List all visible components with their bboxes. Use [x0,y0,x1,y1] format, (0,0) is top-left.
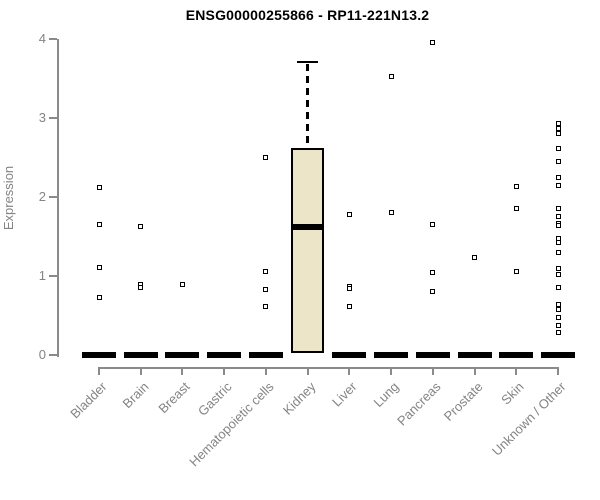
outlier-point [472,254,478,260]
outlier-point [555,121,561,127]
y-tick-label: 0 [38,347,46,362]
outlier-point [388,74,394,80]
x-axis-tick [181,368,184,375]
outlier-point [555,314,561,320]
y-axis-line [57,39,59,357]
y-axis-tick [49,354,57,356]
outlier-point [555,329,561,335]
x-axis-tick [264,368,267,375]
outlier-point [555,271,561,277]
median-bar [415,352,450,358]
x-axis-tick [515,368,518,375]
median-bar [374,352,409,358]
outlier-point [179,282,185,288]
outlier-point [263,155,269,160]
outlier-point [555,130,561,136]
outlier-point [263,286,269,292]
median-bar [165,352,200,358]
x-axis-tick [306,368,309,375]
x-axis-tick [557,368,559,375]
outlier-point [430,222,436,228]
outlier-point [263,304,269,310]
outlier-point [96,185,102,191]
outlier-point [513,205,519,211]
outlier-point [346,286,352,292]
outlier-point [513,268,519,274]
outlier-point [555,206,561,212]
outlier-point [555,158,561,164]
whisker-line [306,63,310,149]
y-tick-label: 4 [38,31,46,46]
outlier-point [96,264,102,270]
outlier-point [555,239,561,245]
outlier-point [555,125,561,131]
outlier-point [430,40,436,46]
median-bar [82,352,116,358]
median-bar [123,352,158,358]
outlier-point [513,184,519,190]
median-bar [207,352,242,358]
outlier-point [555,183,561,189]
median-bar [541,352,575,358]
y-axis-tick [49,117,57,119]
outlier-point [555,323,561,329]
outlier-point [430,288,436,294]
median-bar [457,352,492,358]
outlier-point [138,284,144,290]
box [291,148,325,353]
outlier-point [555,214,561,220]
y-tick-label: 1 [38,268,46,283]
outlier-point [555,174,561,180]
outlier-point [555,249,561,255]
median-bar [248,352,283,358]
outlier-point [555,285,561,291]
y-axis-tick [49,196,57,198]
y-tick-label: 3 [38,110,46,125]
outlier-point [96,222,102,228]
x-axis-tick [223,368,226,375]
median-bar [332,352,367,358]
outlier-point [555,266,561,272]
outlier-point [138,223,144,229]
whisker-cap [297,60,319,64]
x-axis-line [98,367,559,369]
y-axis-tick [49,38,57,40]
outlier-point [346,303,352,309]
outlier-point [263,268,269,274]
y-axis-tick [49,275,57,277]
outlier-point [388,210,394,216]
median-line [291,224,325,231]
chart-title: ENSG00000255866 - RP11-221N13.2 [185,7,430,23]
median-bar [499,352,534,358]
outlier-point [430,269,436,275]
outlier-point [346,211,352,217]
y-tick-label: 2 [38,189,46,204]
x-axis-tick [473,368,476,375]
x-axis-tick [431,368,434,375]
outlier-point [555,301,561,307]
outlier-point [555,222,561,228]
outlier-point [555,146,561,152]
x-axis-tick [98,368,100,375]
x-axis-tick [139,368,142,375]
outlier-point [555,307,561,313]
outlier-point [96,294,102,300]
x-axis-tick [348,368,351,375]
x-axis-tick [390,368,393,375]
